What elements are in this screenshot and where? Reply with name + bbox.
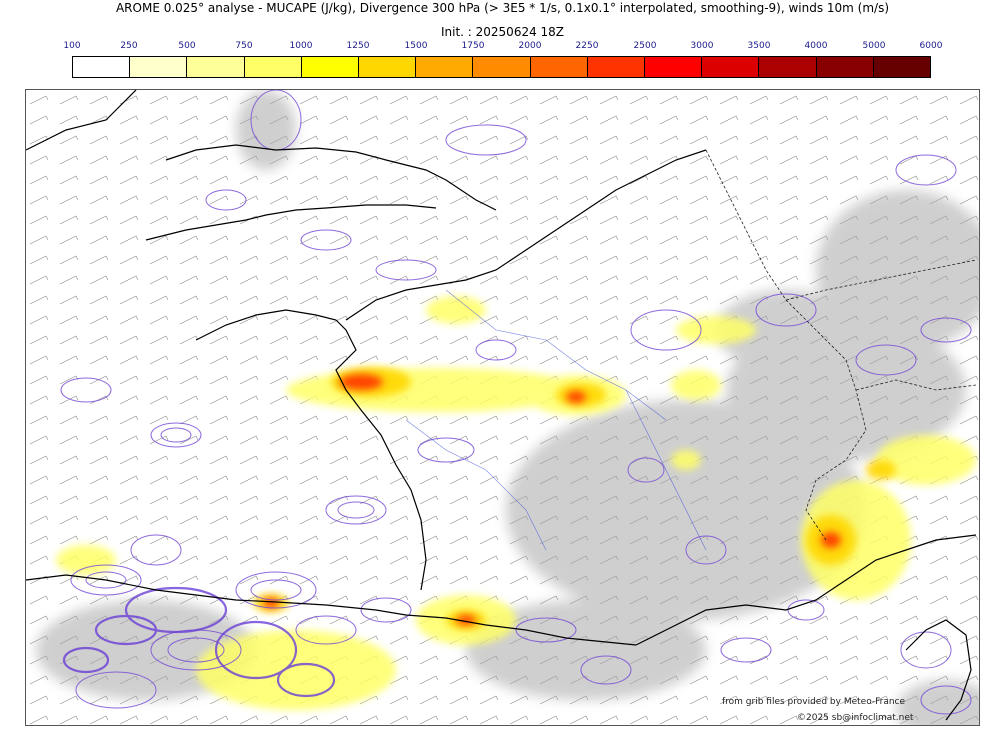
colorbar-tick-label: 6000 — [919, 41, 943, 51]
colorbar — [72, 56, 931, 78]
colorbar-cell — [816, 57, 874, 77]
colorbar-tick-label: 1500 — [404, 41, 428, 51]
colorbar-tick-label: 1250 — [346, 41, 370, 51]
colorbar-tick-label: 3500 — [747, 41, 771, 51]
copyright-credit: ©2025 sb@infoclimat.net — [797, 713, 914, 723]
data-source-credit: from grib files provided by Meteo-France — [722, 697, 906, 707]
colorbar-tick-label: 5000 — [862, 41, 886, 51]
colorbar-cell — [187, 57, 245, 77]
colorbar-cell — [301, 57, 360, 77]
forecast-map[interactable] — [25, 89, 980, 726]
cape-red — [263, 374, 841, 625]
colorbar-tick-label: 2500 — [633, 41, 657, 51]
colorbar-cell — [702, 57, 760, 77]
colorbar-cell — [759, 57, 817, 77]
colorbar-tick-label: 2000 — [518, 41, 542, 51]
colorbar-tick-label: 250 — [120, 41, 138, 51]
colorbar-tick-label: 3000 — [690, 41, 714, 51]
init-time: Init. : 20250624 18Z — [440, 25, 565, 39]
colorbar-tick-labels: 100 250 500 750 1000 1250 1500 1750 2000… — [0, 41, 1005, 53]
colorbar-tick-label: 750 — [235, 41, 253, 51]
colorbar-cell — [587, 57, 646, 77]
chart-title: AROME 0.025° analyse - MUCAPE (J/kg), Di… — [115, 1, 890, 15]
colorbar-cell — [873, 57, 931, 77]
colorbar-tick-label: 1750 — [461, 41, 485, 51]
colorbar-cell — [645, 57, 703, 77]
colorbar-tick-label: 4000 — [804, 41, 828, 51]
colorbar-tick-label: 1000 — [289, 41, 313, 51]
colorbar-cell — [130, 57, 188, 77]
colorbar-tick-label: 500 — [178, 41, 196, 51]
divergence-contours — [60, 90, 972, 715]
map-canvas — [26, 90, 979, 725]
colorbar-cell — [530, 57, 588, 77]
colorbar-cell — [473, 57, 531, 77]
colorbar-cell — [244, 57, 302, 77]
rivers — [405, 289, 707, 551]
colorbar-cell — [359, 57, 417, 77]
colorbar-tick-label: 2250 — [575, 41, 599, 51]
colorbar-tick-label: 100 — [63, 41, 81, 51]
colorbar-cell — [73, 57, 131, 77]
colorbar-cell — [416, 57, 474, 77]
coastlines — [26, 90, 977, 721]
borders — [705, 149, 977, 541]
divergence-strong-contours — [62, 586, 336, 698]
